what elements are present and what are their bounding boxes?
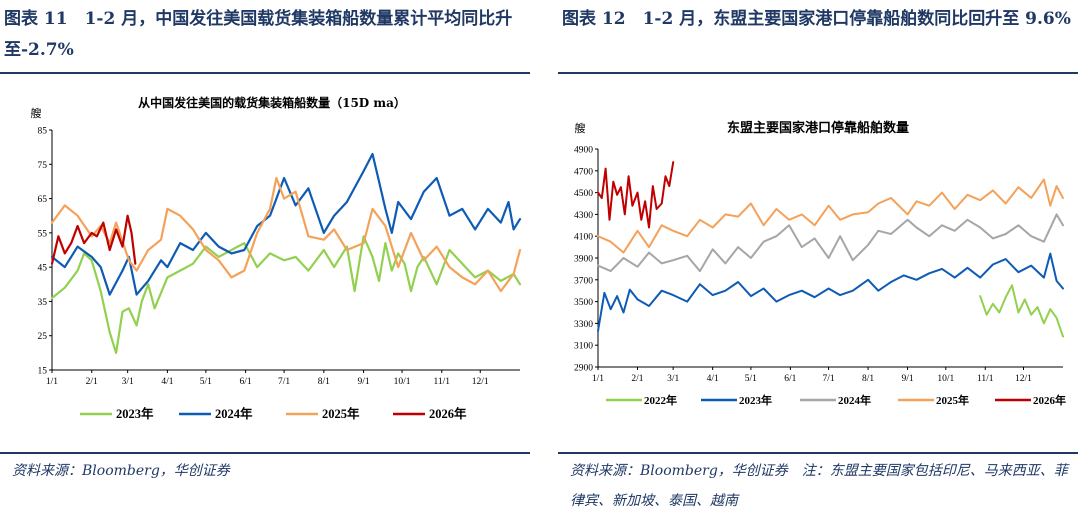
legend-label: 2026年 bbox=[1033, 393, 1066, 407]
x-tick-label: 1/1 bbox=[592, 374, 604, 384]
series-line-2022年 bbox=[979, 284, 1064, 338]
x-tick-label: 3/1 bbox=[667, 374, 679, 384]
x-tick-label: 5/1 bbox=[200, 377, 212, 387]
y-tick-label: 4100 bbox=[574, 233, 593, 243]
x-tick-label: 9/1 bbox=[358, 377, 370, 387]
x-tick-label: 11/1 bbox=[977, 374, 994, 384]
y-tick-label: 55 bbox=[38, 229, 48, 239]
x-tick-label: 11/1 bbox=[434, 377, 451, 387]
legend-label: 2023年 bbox=[116, 406, 154, 421]
chart-title: 从中国发往美国的载货集装箱船数量（15D ma） bbox=[138, 95, 406, 110]
chart-title: 东盟主要国家港口停靠船舶数量 bbox=[727, 120, 909, 136]
x-tick-label: 10/1 bbox=[394, 377, 411, 387]
y-tick-label: 85 bbox=[38, 127, 48, 137]
y-tick-label: 3700 bbox=[574, 276, 593, 286]
figure-12-panel: 图表 12 1-2 月，东盟主要国家港口停靠船舶数同比回升至 9.6% 东盟主要… bbox=[558, 0, 1078, 521]
legend-label: 2025年 bbox=[936, 393, 969, 407]
asean-port-chart: 东盟主要国家港口停靠船舶数量 艘 2900 3100 3300 3500 3700 3900 4… bbox=[574, 120, 1066, 407]
x-tick-label: 7/1 bbox=[278, 377, 290, 387]
y-tick-label: 3900 bbox=[574, 255, 593, 265]
source-rule bbox=[0, 452, 530, 454]
figure-11-panel: 图表 11 1-2 月，中国发往美国载货集装箱船数量累计平均同比升至-2.7% … bbox=[0, 0, 530, 521]
y-tick-label: 75 bbox=[38, 161, 48, 171]
y-tick-label: 4900 bbox=[574, 146, 593, 156]
x-tick-label: 6/1 bbox=[240, 377, 252, 387]
y-tick-label: 35 bbox=[38, 298, 48, 308]
y-tick-label: 3300 bbox=[574, 320, 593, 330]
x-tick-label: 12/1 bbox=[472, 377, 489, 387]
x-tick-label: 8/1 bbox=[318, 377, 330, 387]
figure-11-source: 资料来源：Bloomberg，华创证券 bbox=[12, 463, 230, 479]
y-unit-label: 艘 bbox=[31, 106, 42, 120]
series-line-2025年 bbox=[50, 176, 522, 293]
x-tick-label: 9/1 bbox=[902, 374, 914, 384]
legend-label: 2024年 bbox=[838, 393, 871, 407]
series-line-2026年 bbox=[50, 214, 137, 265]
title-rule bbox=[0, 72, 530, 74]
y-tick-label: 2900 bbox=[574, 364, 593, 374]
x-tick-label: 4/1 bbox=[707, 374, 719, 384]
x-tick-label: 10/1 bbox=[937, 374, 954, 384]
figure-12-title: 图表 12 1-2 月，东盟主要国家港口停靠船舶数同比回升至 9.6% bbox=[562, 9, 1071, 29]
x-tick-label: 2/1 bbox=[86, 377, 98, 387]
series-line-2025年 bbox=[597, 178, 1064, 254]
legend-label: 2024年 bbox=[215, 406, 253, 421]
legend-label: 2023年 bbox=[739, 393, 772, 407]
x-tick-label: 6/1 bbox=[784, 374, 796, 384]
x-tick-label: 2/1 bbox=[631, 374, 643, 384]
y-tick-label: 3100 bbox=[574, 342, 593, 352]
y-tick-label: 4700 bbox=[574, 167, 593, 177]
x-tick-label: 3/1 bbox=[122, 377, 134, 387]
x-tick-label: 4/1 bbox=[161, 377, 173, 387]
y-tick-label: 4500 bbox=[574, 189, 593, 199]
y-tick-label: 15 bbox=[38, 367, 48, 377]
series-line-2023年 bbox=[50, 235, 522, 354]
title-rule bbox=[558, 72, 1078, 74]
series-line-2024年 bbox=[597, 213, 1064, 273]
y-tick-label: 65 bbox=[38, 195, 48, 205]
series-line-2026年 bbox=[597, 161, 675, 229]
source-rule bbox=[558, 452, 1078, 454]
x-tick-label: 8/1 bbox=[862, 374, 874, 384]
x-tick-label: 5/1 bbox=[745, 374, 757, 384]
x-tick-label: 12/1 bbox=[1015, 374, 1032, 384]
container-ship-chart: 从中国发往美国的载货集装箱船数量（15D ma） 艘 15 25 35 45 55 65 75 8… bbox=[31, 95, 522, 421]
legend-label: 2025年 bbox=[322, 406, 360, 421]
series-line-2024年 bbox=[50, 152, 522, 296]
y-tick-label: 45 bbox=[38, 264, 48, 274]
y-tick-label: 4300 bbox=[574, 211, 593, 221]
series-line-2023年 bbox=[597, 252, 1064, 332]
figure-11-title: 图表 11 1-2 月，中国发往美国载货集装箱船数量累计平均同比升至-2.7% bbox=[4, 9, 513, 60]
x-tick-label: 1/1 bbox=[46, 377, 58, 387]
y-tick-label: 25 bbox=[38, 332, 48, 342]
figure-12-source: 资料来源：Bloomberg，华创证券 注：东盟主要国家包括印尼、马来西亚、菲律… bbox=[570, 463, 1068, 509]
x-tick-label: 7/1 bbox=[823, 374, 835, 384]
y-tick-label: 3500 bbox=[574, 298, 593, 308]
y-unit-label: 艘 bbox=[575, 121, 586, 135]
legend-label: 2022年 bbox=[644, 393, 677, 407]
legend-label: 2026年 bbox=[429, 406, 467, 421]
